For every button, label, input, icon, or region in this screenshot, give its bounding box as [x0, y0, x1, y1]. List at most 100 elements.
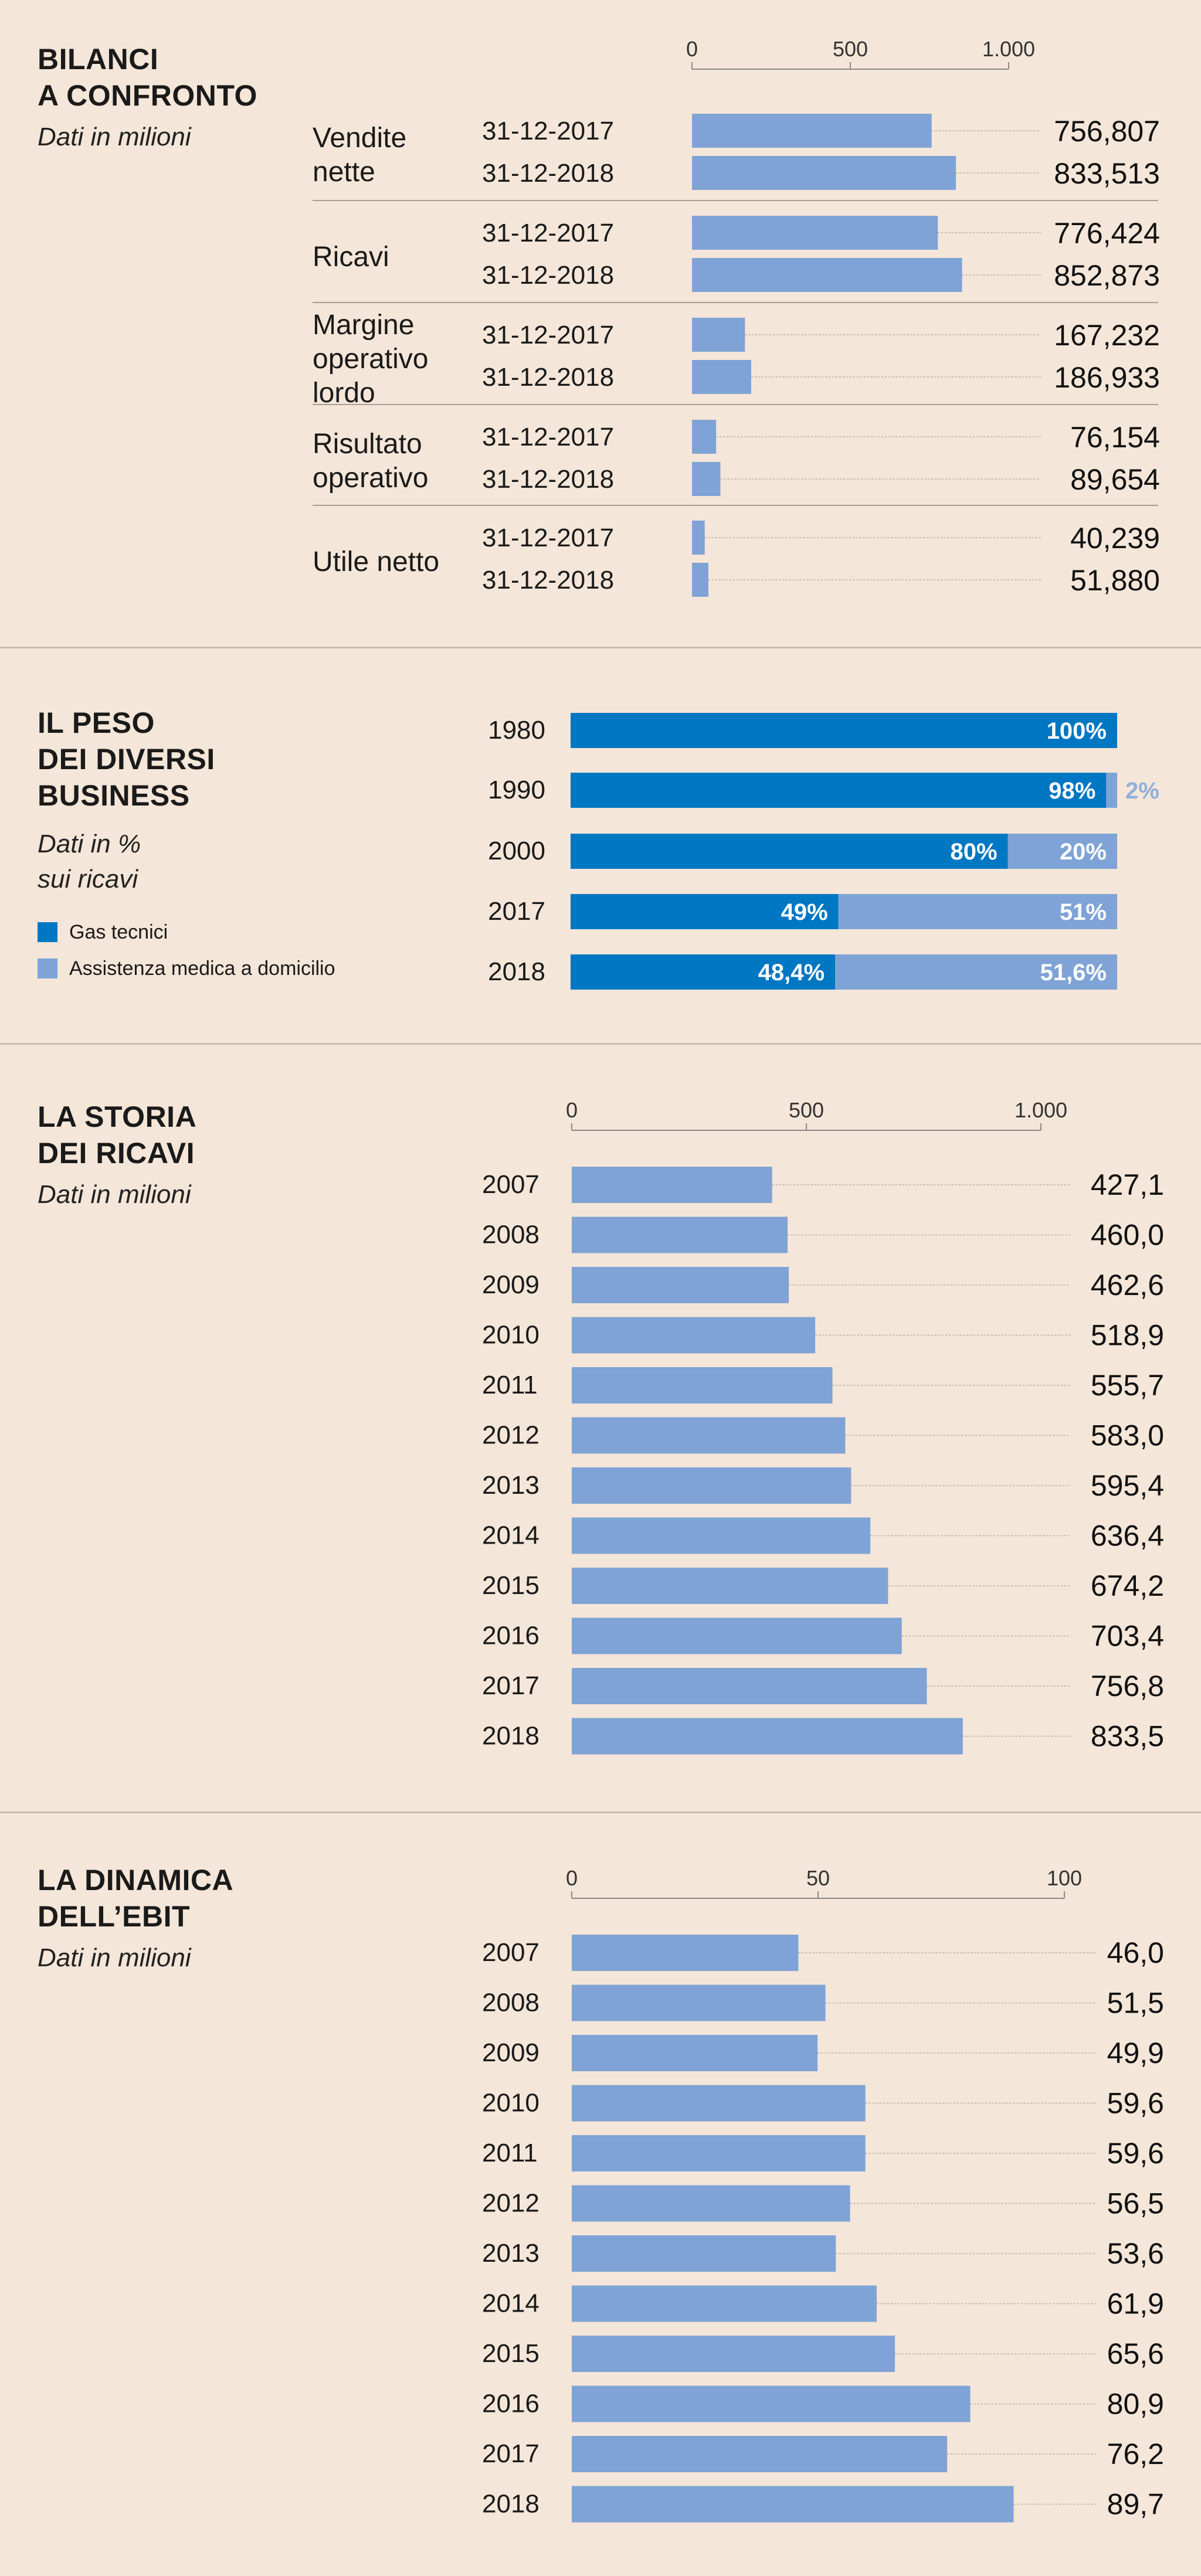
bilanci-date-label: 31-12-2018: [482, 159, 614, 188]
bilanci-metric-label: Vendite: [313, 123, 406, 154]
peso-bar-medica: [835, 954, 1117, 990]
legend-label-medica: Assistenza medica a domicilio: [69, 957, 335, 980]
storia-year-label: 2007: [482, 1170, 540, 1199]
bilanci-bar: [692, 521, 705, 555]
peso-year-label: 2000: [488, 837, 545, 865]
storia-chart: 0 500 1.000 2007 427,1 2008 460,0 2009 462,6 2010…: [482, 1098, 1164, 1755]
ebit-year-label: 2007: [482, 1938, 540, 1967]
bilanci-value-label: 40,239: [1070, 522, 1160, 555]
peso-bar-gas: [571, 894, 839, 929]
storia-bar: [572, 1568, 888, 1604]
ebit-bar: [572, 2135, 866, 2171]
ebit-value-label: 53,6: [1107, 2237, 1164, 2270]
storia-tick-label: 1.000: [1015, 1098, 1067, 1122]
peso-year-label: 1990: [488, 776, 545, 804]
storia-bar: [572, 1718, 963, 1755]
storia-value-label: 462,6: [1091, 1269, 1164, 1301]
storia-year-label: 2010: [482, 1321, 540, 1350]
bilanci-date-label: 31-12-2017: [482, 117, 614, 145]
storia-value-label: 674,2: [1091, 1569, 1164, 1602]
bilanci-value-label: 186,933: [1054, 361, 1160, 394]
bilanci-title-line1: BILANCI: [38, 43, 159, 76]
bilanci-value-label: 89,654: [1070, 463, 1160, 496]
bilanci-bar: [692, 420, 717, 454]
ebit-bar: [572, 2336, 895, 2372]
ebit-bar: [572, 2486, 1014, 2523]
ebit-chart: 0 50 100 2007 46,0 2008 51,5 2009 49,9 2010 59,6 20…: [482, 1866, 1164, 2523]
bilanci-metric-label: operativo: [313, 463, 428, 494]
bilanci-date-label: 31-12-2017: [482, 321, 614, 349]
storia-bar: [572, 1417, 846, 1454]
ebit-subtitle: Dati in milioni: [38, 1943, 191, 1972]
section-divider: [0, 1812, 1201, 1813]
storia-bar: [572, 1216, 788, 1253]
ebit-tick-label: 0: [566, 1866, 578, 1890]
bilanci-date-label: 31-12-2018: [482, 363, 614, 392]
peso-gas-value: 49%: [781, 899, 828, 925]
ebit-year-label: 2012: [482, 2189, 540, 2218]
peso-bar-gas: [571, 773, 1107, 808]
peso-medica-value: 2%: [1125, 778, 1159, 804]
ebit-year-label: 2018: [482, 2490, 540, 2519]
ebit-title-line2: DELL’EBIT: [38, 1900, 191, 1933]
peso-medica-value: 51%: [1060, 899, 1107, 925]
bilanci-date-label: 31-12-2017: [482, 219, 614, 247]
ebit-year-label: 2010: [482, 2089, 540, 2118]
peso-title-line3: BUSINESS: [38, 779, 190, 812]
peso-title-line2: DEI DIVERSI: [38, 743, 215, 776]
legend-label-gas: Gas tecnici: [69, 921, 168, 943]
bilanci-bar: [692, 563, 709, 597]
storia-year-label: 2013: [482, 1471, 540, 1500]
ebit-tick-label: 50: [806, 1866, 830, 1890]
bilanci-subtitle: Dati in milioni: [38, 123, 191, 151]
storia-value-label: 756,8: [1091, 1670, 1164, 1702]
legend-gas: Gas tecnici: [38, 920, 168, 944]
peso-year-label: 2018: [488, 957, 545, 986]
ebit-value-label: 59,6: [1107, 2137, 1164, 2170]
ebit-bar: [572, 2385, 971, 2422]
ebit-tick-label: 100: [1047, 1866, 1082, 1890]
storia-bar: [572, 1668, 927, 1704]
peso-chart: 1980 100% 1990 98% 2% 2000 80% 20% 2017 49% 51% 201…: [488, 713, 1159, 990]
bilanci-metric-label: operativo: [313, 344, 428, 375]
legend-swatch-medica: [38, 959, 57, 978]
ebit-value-label: 76,2: [1107, 2438, 1164, 2470]
bilanci-value-label: 756,807: [1054, 115, 1160, 148]
ebit-value-label: 89,7: [1107, 2488, 1164, 2521]
storia-title-line2: DEI RICAVI: [38, 1137, 195, 1170]
ebit-year-label: 2015: [482, 2339, 540, 2368]
storia-year-label: 2017: [482, 1671, 540, 1700]
bilanci-date-label: 31-12-2018: [482, 465, 614, 494]
ebit-year-label: 2013: [482, 2239, 540, 2268]
peso-bar-gas: [571, 954, 836, 990]
bilanci-metric-label: lordo: [313, 378, 375, 409]
peso-subtitle: Dati in % sui ricavi: [38, 827, 141, 897]
storia-bar: [572, 1467, 851, 1504]
ebit-value-label: 49,9: [1107, 2037, 1164, 2069]
storia-bar: [572, 1167, 772, 1203]
peso-gas-value: 98%: [1049, 778, 1095, 804]
ebit-year-label: 2009: [482, 2038, 540, 2067]
peso-bar-medica: [838, 894, 1117, 929]
bilanci-bar: [692, 156, 956, 190]
ebit-value-label: 59,6: [1107, 2087, 1164, 2120]
bilanci-metric-label: nette: [313, 157, 375, 188]
storia-value-label: 833,5: [1091, 1720, 1164, 1753]
storia-bar: [572, 1317, 816, 1354]
bilanci-value-label: 852,873: [1054, 259, 1160, 292]
peso-medica-value: 20%: [1060, 839, 1107, 865]
peso-title-line1: IL PESO: [38, 706, 155, 739]
peso-year-label: 2017: [488, 897, 545, 926]
bilanci-tick-label: 1.000: [982, 37, 1035, 61]
ebit-value-label: 65,6: [1107, 2337, 1164, 2370]
ebit-year-label: 2011: [482, 2139, 538, 2167]
storia-year-label: 2014: [482, 1521, 540, 1550]
storia-year-label: 2016: [482, 1622, 540, 1650]
section-divider: [0, 1043, 1201, 1045]
bilanci-value-label: 167,232: [1054, 319, 1160, 352]
storia-value-label: 703,4: [1091, 1620, 1164, 1653]
peso-subtitle-line2: sui ricavi: [38, 865, 138, 893]
bilanci-bar: [692, 114, 932, 148]
ebit-value-label: 56,5: [1107, 2187, 1164, 2220]
bilanci-title-line2: A CONFRONTO: [38, 79, 257, 112]
